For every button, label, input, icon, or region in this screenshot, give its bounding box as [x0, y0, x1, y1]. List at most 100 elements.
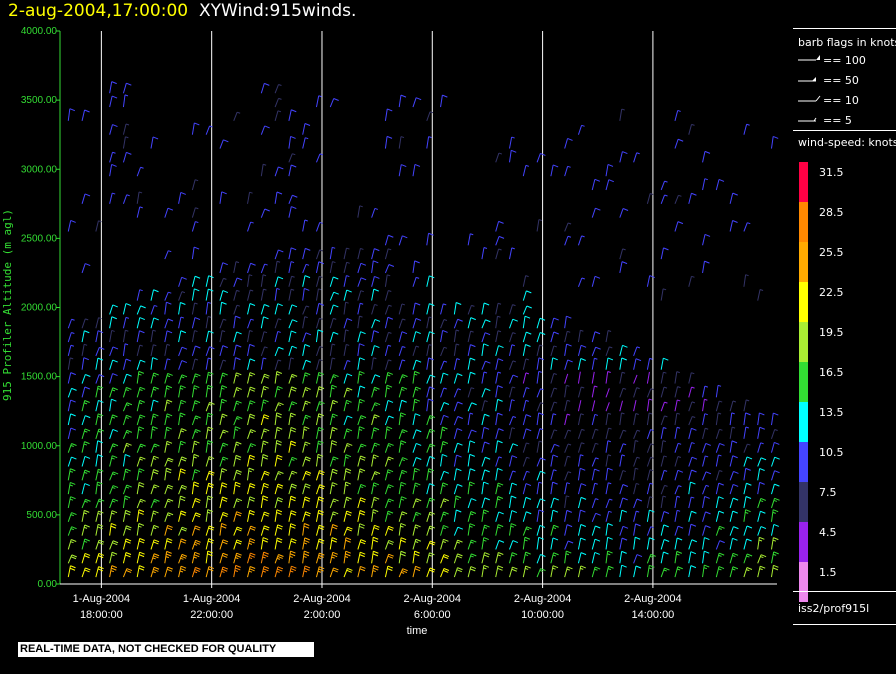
barb-staff [440, 319, 445, 329]
barb-staff [633, 457, 638, 467]
barb-staff [122, 123, 127, 135]
wind-barb [329, 551, 338, 564]
barb-staff [702, 471, 707, 481]
barb-staff [178, 374, 183, 384]
wind-barb [288, 330, 297, 343]
barb-tick [278, 554, 284, 557]
barb-staff [67, 427, 72, 439]
barb-tick [374, 442, 380, 446]
barb-tick [193, 453, 200, 457]
barb-tick [291, 401, 298, 405]
barb-tick [318, 388, 322, 391]
wind-barb [164, 301, 172, 315]
barb-tick [484, 552, 490, 556]
barb-staff [233, 539, 238, 550]
barb-staff [729, 220, 734, 232]
barb-tick [581, 235, 585, 238]
wind-barb [302, 219, 308, 232]
wind-barb [384, 484, 394, 495]
barb-tick [303, 570, 308, 573]
wind-barb [440, 524, 449, 536]
barb-tick [745, 412, 751, 416]
wind-barb [191, 246, 200, 260]
barb-tick [152, 415, 157, 418]
wind-barb [191, 345, 201, 357]
barb-staff [702, 455, 706, 467]
barb-tick [442, 541, 446, 543]
barb-tick [387, 500, 392, 503]
barb-tick [291, 386, 297, 390]
wind-barb [522, 331, 532, 343]
barb-tick [401, 469, 408, 473]
barb-tick [236, 344, 242, 348]
wind-barb [329, 498, 339, 509]
wind-barb [315, 470, 325, 481]
barb-tick [263, 513, 269, 517]
barb-tick [525, 565, 531, 569]
wind-barb [536, 498, 546, 509]
barb-staff [371, 525, 375, 536]
barb-tick [540, 457, 546, 461]
barb-tick [387, 568, 393, 571]
barb-tick [498, 248, 502, 251]
wind-barb [536, 402, 544, 412]
barb-staff [343, 468, 347, 481]
barb-tick [538, 412, 544, 416]
barb-tick [111, 455, 118, 459]
wind-barb [122, 358, 132, 370]
barb-tick [112, 473, 116, 476]
barb-staff [371, 482, 375, 495]
wind-barb [564, 138, 573, 149]
barb-tick [180, 470, 186, 474]
wind-barb [412, 498, 422, 509]
x-tick-date: 2-Aug-2004 [404, 593, 462, 605]
barb-staff [164, 208, 169, 218]
barb-tick [429, 445, 433, 448]
barb-tick [621, 108, 625, 111]
barb-tick [235, 557, 239, 560]
wind-barb [150, 357, 158, 370]
barb-staff [315, 261, 320, 274]
barb-staff [247, 192, 251, 204]
barb-staff [315, 525, 320, 536]
wind-barb [633, 482, 640, 495]
barb-tick [221, 330, 226, 333]
barb-tick [140, 166, 144, 169]
barb-tick [567, 330, 571, 333]
barb-tick [704, 564, 710, 568]
barb-tick [455, 302, 462, 305]
barb-tick [414, 260, 420, 264]
barb-tick [222, 345, 228, 349]
wind-barb [302, 287, 310, 301]
barb-staff [481, 509, 485, 522]
barb-tick [319, 249, 323, 252]
barb-tick [553, 317, 559, 321]
barb-tick [152, 329, 157, 332]
barb-tick [167, 318, 174, 322]
wind-barb [219, 552, 229, 564]
barb-tick [471, 553, 477, 557]
barb-staff [633, 554, 638, 564]
barb-staff [743, 525, 748, 536]
barb-tick [263, 440, 269, 444]
barb-staff [274, 318, 279, 329]
wind-barb [109, 398, 117, 412]
barb-tick [400, 136, 405, 139]
wind-barb [440, 482, 449, 495]
barb-tick [387, 541, 394, 545]
wind-barb [109, 414, 118, 426]
barb-staff [453, 527, 459, 536]
barb-staff [315, 95, 320, 108]
wind-barb [729, 220, 738, 232]
barb-staff [757, 457, 762, 467]
barb-tick [511, 136, 515, 139]
barb-staff [219, 512, 224, 522]
wind-barb [715, 400, 723, 412]
barb-staff [412, 164, 416, 177]
barb-tick [746, 555, 750, 558]
barb-staff [371, 248, 375, 260]
barb-tick [193, 556, 197, 559]
barb-staff [715, 179, 720, 191]
barb-tick [676, 553, 680, 556]
wind-barb [81, 343, 88, 356]
